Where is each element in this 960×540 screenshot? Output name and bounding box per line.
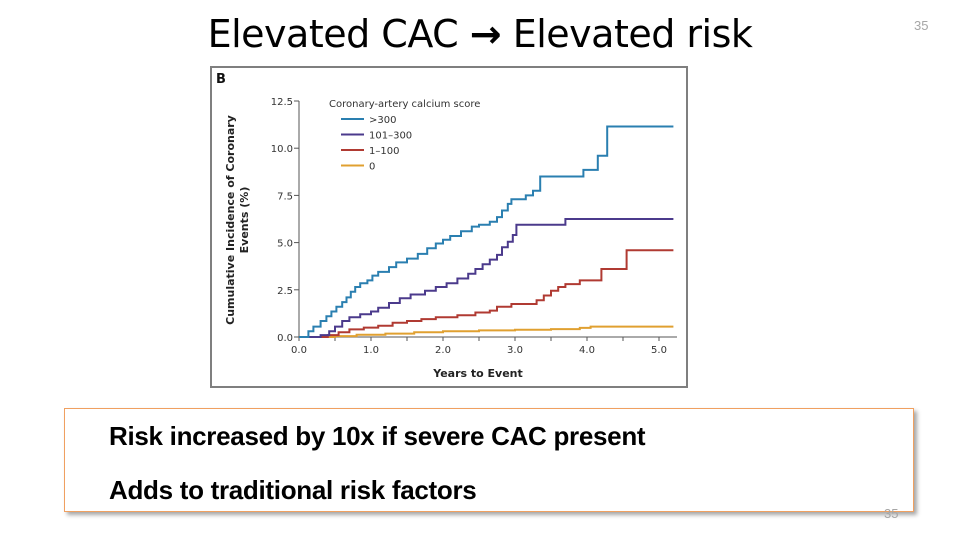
series-line-0 bbox=[299, 325, 674, 338]
y-tick-label: 2.5 bbox=[277, 286, 293, 297]
page-number-bottom: 35 bbox=[884, 506, 899, 521]
y-tick-label: 5.0 bbox=[277, 239, 293, 250]
series-line-gt300 bbox=[299, 125, 674, 338]
legend: Coronary-artery calcium score >300 101–300… bbox=[329, 99, 480, 173]
callout-line-2: Adds to traditional risk factors bbox=[109, 475, 477, 505]
series-line-1-100 bbox=[299, 249, 674, 338]
series-layer bbox=[299, 125, 674, 338]
legend-label: 0 bbox=[369, 162, 375, 173]
y-tick-label: 10.0 bbox=[271, 144, 293, 155]
x-tick-label: 2.0 bbox=[435, 345, 451, 356]
x-tick-label: 3.0 bbox=[507, 345, 523, 356]
x-axis-label: Years to Event bbox=[432, 367, 523, 380]
x-tick-label: 1.0 bbox=[363, 345, 379, 356]
y-axis-label-line2: Events (%) bbox=[238, 187, 251, 254]
y-tick-label: 0.0 bbox=[277, 333, 293, 344]
axes: 0.0 2.5 5.0 7.5 10.0 12.5 0.0 1.0 2.0 3.0 4.0 5.0 bbox=[271, 97, 677, 356]
x-tick-label: 0.0 bbox=[291, 345, 307, 356]
panel-label: B bbox=[216, 72, 226, 87]
y-axis-label-line1: Cumulative Incidence of Coronary bbox=[224, 115, 237, 325]
x-tick-label: 4.0 bbox=[579, 345, 595, 356]
title-right: Elevated risk bbox=[512, 12, 753, 56]
title-left: Elevated CAC bbox=[207, 12, 459, 56]
slide-title: Elevated CAC → Elevated risk bbox=[0, 12, 960, 56]
arrow-right-icon: → bbox=[469, 12, 502, 56]
legend-label: 1–100 bbox=[369, 146, 399, 157]
callout-box: Risk increased by 10x if severe CAC pres… bbox=[64, 408, 914, 512]
legend-label: >300 bbox=[369, 115, 396, 126]
legend-label: 101–300 bbox=[369, 131, 412, 142]
page-number-top: 35 bbox=[914, 18, 929, 33]
series-line-101-300 bbox=[299, 218, 674, 338]
legend-title: Coronary-artery calcium score bbox=[329, 99, 480, 110]
figure-frame bbox=[210, 66, 688, 388]
y-tick-label: 7.5 bbox=[277, 191, 293, 202]
callout-line-1: Risk increased by 10x if severe CAC pres… bbox=[109, 421, 646, 451]
y-tick-label: 12.5 bbox=[271, 97, 293, 108]
x-tick-label: 5.0 bbox=[651, 345, 667, 356]
